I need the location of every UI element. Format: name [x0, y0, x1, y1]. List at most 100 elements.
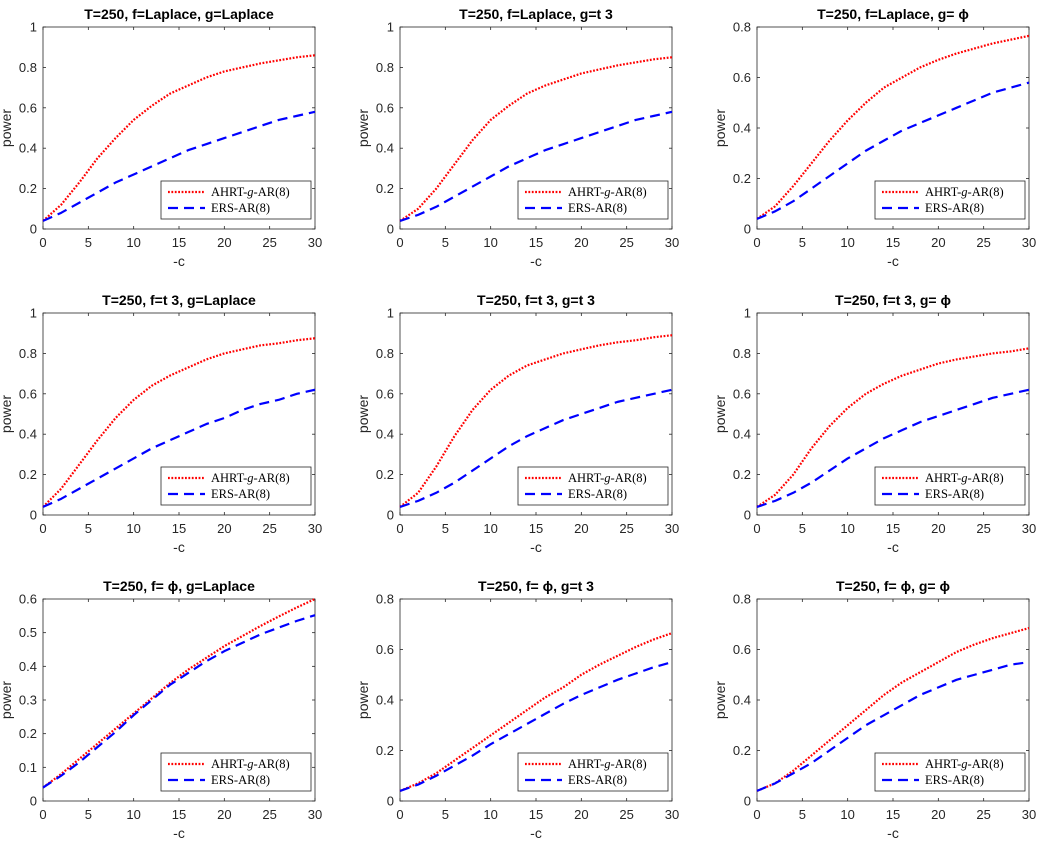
legend-ahrt-g: g: [247, 185, 253, 199]
x-tick-label: 0: [396, 521, 403, 536]
x-tick-label: 30: [308, 807, 322, 822]
y-tick-label: 0.6: [733, 70, 751, 85]
x-tick-label: 5: [799, 521, 806, 536]
y-tick-label: 0: [30, 222, 37, 237]
subplot-7: 0 5 10 15 20 25 30 0 0.1 0.2 0.3 0.4 0.5 0.6 -c power T=…: [0, 578, 322, 841]
x-tick-label: 25: [619, 235, 633, 250]
series-ers-line: [399, 661, 673, 792]
x-tick-label: 0: [39, 521, 46, 536]
subplot-4: 0 5 10 15 20 25 30 0 0.2 0.4 0.6 0.8 1 -c power T=250, …: [0, 292, 322, 555]
legend-box: [160, 752, 312, 792]
legend-ahrt-suffix: -AR(8): [968, 757, 1004, 771]
y-tick-label: 0.4: [19, 141, 37, 156]
x-tick-label: 25: [619, 807, 633, 822]
x-axis-label: -c: [173, 825, 185, 841]
legend-ahrt-label: AHRT-g-AR(8): [211, 471, 290, 485]
y-tick-label: 0.6: [733, 642, 751, 657]
x-tick-label: 30: [665, 235, 679, 250]
x-tick-label: 20: [931, 807, 945, 822]
x-tick-label: 10: [840, 521, 854, 536]
legend: AHRT-g-AR(8) ERS-AR(8): [160, 180, 312, 220]
x-axis-label: -c: [530, 825, 542, 841]
chart-title: T=250, f= ϕ, g=Laplace: [103, 578, 255, 594]
y-tick-label: 0.4: [733, 427, 751, 442]
y-tick-label: 1: [30, 306, 37, 321]
legend-ahrt-label: AHRT-g-AR(8): [211, 757, 290, 771]
legend-ahrt-prefix: AHRT-: [211, 185, 247, 199]
series-ahrt-line: [399, 632, 673, 792]
y-tick-label: 0.6: [376, 100, 394, 115]
legend-ahrt-prefix: AHRT-: [568, 757, 604, 771]
y-tick-label: 0.2: [19, 726, 37, 741]
legend-box: [874, 466, 1026, 506]
x-tick-label: 15: [529, 521, 543, 536]
legend-ers-label: ERS-AR(8): [211, 487, 270, 501]
x-tick-label: 10: [126, 235, 140, 250]
y-tick-label: 1: [387, 306, 394, 321]
x-tick-label: 25: [976, 521, 990, 536]
y-axis-label: power: [0, 109, 14, 147]
y-tick-label: 0.4: [19, 427, 37, 442]
x-tick-label: 15: [172, 235, 186, 250]
y-axis-label: power: [355, 109, 371, 147]
legend-ahrt-suffix: -AR(8): [968, 185, 1004, 199]
x-tick-label: 20: [217, 521, 231, 536]
y-tick-label: 0.8: [733, 592, 751, 607]
y-tick-label: 0.8: [376, 592, 394, 607]
series-ahrt-line: [42, 598, 316, 789]
y-axis-label: power: [712, 109, 728, 147]
chart-title: T=250, f=Laplace, g=t 3: [459, 6, 613, 22]
x-tick-label: 5: [85, 807, 92, 822]
series-ers-line: [756, 388, 1030, 508]
legend: AHRT-g-AR(8) ERS-AR(8): [517, 180, 669, 220]
legend-ahrt-prefix: AHRT-: [211, 757, 247, 771]
legend-ahrt-label: AHRT-g-AR(8): [925, 757, 1004, 771]
y-tick-label: 0: [387, 508, 394, 523]
y-tick-label: 0.1: [19, 760, 37, 775]
y-tick-label: 0.8: [733, 20, 751, 35]
chart-title: T=250, f= ϕ, g=t 3: [478, 578, 594, 594]
legend-ahrt-label: AHRT-g-AR(8): [211, 185, 290, 199]
x-tick-label: 20: [931, 521, 945, 536]
x-tick-label: 5: [442, 807, 449, 822]
legend-ahrt-prefix: AHRT-: [568, 471, 604, 485]
x-tick-label: 0: [39, 807, 46, 822]
legend-ahrt-label: AHRT-g-AR(8): [925, 471, 1004, 485]
legend-ahrt-suffix: -AR(8): [611, 471, 647, 485]
legend-ahrt-label: AHRT-g-AR(8): [925, 185, 1004, 199]
legend: AHRT-g-AR(8) ERS-AR(8): [517, 752, 669, 792]
series-ahrt-line: [756, 34, 1030, 220]
series-ahrt-line: [756, 347, 1030, 508]
y-tick-label: 0.4: [19, 659, 37, 674]
legend-ahrt-g: g: [961, 757, 967, 771]
x-axis-label: -c: [887, 539, 899, 555]
y-tick-label: 0.2: [733, 743, 751, 758]
y-tick-label: 0.6: [19, 386, 37, 401]
x-tick-label: 0: [39, 235, 46, 250]
series-ahrt-line: [399, 334, 673, 508]
legend: AHRT-g-AR(8) ERS-AR(8): [874, 752, 1026, 792]
y-tick-label: 0.4: [376, 141, 394, 156]
legend-ahrt-suffix: -AR(8): [611, 757, 647, 771]
legend-ers-label: ERS-AR(8): [568, 773, 627, 787]
x-tick-label: 10: [126, 521, 140, 536]
legend-box: [160, 180, 312, 220]
series-ers-line: [756, 661, 1030, 792]
x-tick-label: 10: [483, 807, 497, 822]
x-tick-label: 5: [85, 235, 92, 250]
series-ers-line: [42, 388, 316, 508]
x-tick-label: 15: [529, 235, 543, 250]
y-tick-label: 0: [30, 508, 37, 523]
legend-ahrt-g: g: [247, 471, 253, 485]
x-tick-label: 10: [126, 807, 140, 822]
y-tick-label: 0.2: [19, 181, 37, 196]
y-tick-label: 0.8: [376, 60, 394, 75]
y-tick-label: 0.4: [733, 693, 751, 708]
legend-ahrt-g: g: [247, 757, 253, 771]
legend-ahrt-label: AHRT-g-AR(8): [568, 471, 647, 485]
y-tick-label: 0.8: [19, 346, 37, 361]
x-tick-label: 20: [574, 235, 588, 250]
x-tick-label: 30: [308, 521, 322, 536]
y-axis-label: power: [355, 395, 371, 433]
